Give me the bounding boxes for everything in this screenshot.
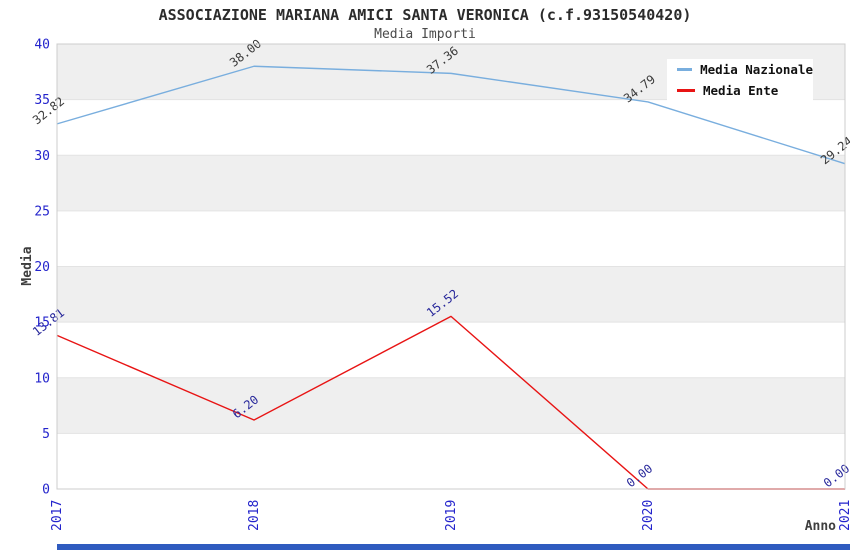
legend-item-media-ente[interactable]: Media Ente — [677, 83, 813, 98]
svg-text:5: 5 — [42, 427, 50, 442]
x-axis-title: Anno — [805, 519, 836, 534]
svg-text:2018: 2018 — [247, 500, 262, 531]
horizontal-scrollbar[interactable] — [57, 544, 850, 550]
svg-text:15: 15 — [34, 316, 50, 331]
svg-text:25: 25 — [34, 204, 50, 219]
svg-text:40: 40 — [34, 38, 50, 53]
svg-text:10: 10 — [34, 371, 50, 386]
media-nazionale-line-swatch — [677, 68, 693, 71]
background-bands — [57, 44, 845, 489]
svg-text:2020: 2020 — [641, 500, 656, 531]
svg-text:2021: 2021 — [838, 500, 850, 531]
svg-text:2019: 2019 — [444, 500, 459, 531]
svg-text:35: 35 — [34, 93, 50, 108]
legend: Media Nazionale Media Ente — [667, 59, 813, 101]
svg-text:20: 20 — [34, 260, 50, 275]
legend-item-media-nazionale[interactable]: Media Nazionale — [677, 62, 813, 77]
svg-text:2017: 2017 — [50, 500, 65, 531]
gridlines — [57, 99, 845, 434]
axis-tick-labels: 0 5 10 15 20 25 30 35 40 2017 2018 2019 2020 2021 — [34, 38, 850, 532]
svg-text:30: 30 — [34, 149, 50, 164]
media-ente-line-swatch — [677, 89, 695, 92]
chart-title: ASSOCIAZIONE MARIANA AMICI SANTA VERONIC… — [158, 6, 692, 24]
plot-border — [56, 43, 846, 490]
y-axis-title: Media — [20, 246, 35, 285]
legend-label-media-ente: Media Ente — [703, 83, 779, 98]
legend-label-media-nazionale: Media Nazionale — [700, 62, 813, 77]
svg-text:0: 0 — [42, 483, 50, 498]
chart-subtitle: Media Importi — [374, 27, 476, 42]
